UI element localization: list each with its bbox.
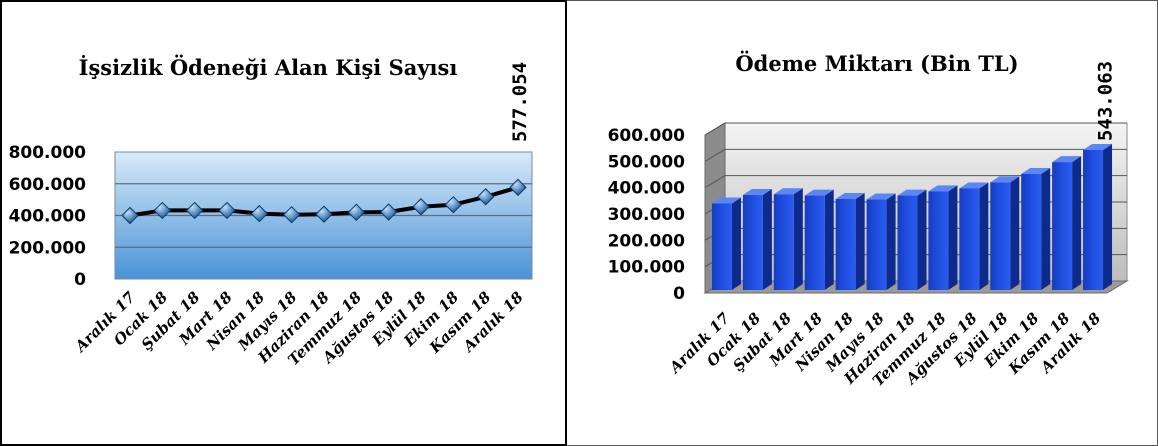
data-point: [347, 203, 366, 222]
bar-chart: Ödeme Miktarı (Bin TL) 0 100.000 200.000 300…: [608, 51, 1129, 390]
bar: [897, 195, 918, 290]
bar-top: [1083, 143, 1113, 150]
data-point: [121, 206, 139, 225]
y-tick-label: 0: [74, 270, 86, 290]
bar-top: [866, 193, 896, 200]
bar-side: [1072, 156, 1082, 290]
data-point: [315, 205, 333, 223]
y-tick-label: 400.000: [608, 179, 686, 199]
bar-side: [731, 197, 741, 290]
data-point: [250, 204, 269, 223]
bar-top: [1021, 167, 1051, 174]
gridline: [704, 122, 1127, 136]
data-point: [476, 188, 495, 206]
bar-top: [959, 182, 989, 189]
y-tick-label: 500.000: [608, 152, 686, 172]
bar-side: [793, 188, 803, 290]
bar: [990, 182, 1011, 290]
data-point: [509, 178, 527, 197]
chart-panel-left: İşsizlik Ödeneği Alan Kişi Sayısı 0 200.00…: [0, 0, 567, 446]
chart-panel-right: Ödeme Miktarı (Bin TL) 0 100.000 200.000 300…: [567, 0, 1158, 446]
y-tick-label: 600.000: [608, 126, 686, 146]
bar: [1021, 173, 1042, 290]
bar: [866, 199, 887, 290]
bar-side: [917, 189, 927, 290]
bar-top: [711, 197, 741, 204]
bar: [1052, 162, 1073, 290]
bar-top: [897, 189, 927, 196]
bar-top: [804, 189, 834, 196]
bar: [1083, 149, 1104, 290]
y-tick-label: 100.000: [608, 258, 686, 278]
data-point: [282, 205, 301, 224]
data-point: [444, 195, 463, 214]
chart-title: Ödeme Miktarı (Bin TL): [735, 51, 1018, 76]
y-tick-label: 0: [673, 284, 685, 304]
bar-top: [835, 192, 865, 199]
bar: [742, 195, 763, 290]
data-point: [218, 201, 236, 220]
line-chart: İşsizlik Ödeneği Alan Kişi Sayısı 0 200.00…: [9, 55, 533, 369]
y-tick-label: 200.000: [608, 231, 686, 251]
bar: [959, 188, 980, 290]
data-point: [185, 201, 204, 220]
data-point: [379, 203, 398, 221]
bar: [804, 195, 825, 290]
y-tick-label: 400.000: [9, 207, 87, 227]
chart-title: İşsizlik Ödeneği Alan Kişi Sayısı: [79, 55, 458, 80]
bar-top: [742, 189, 772, 196]
bar: [835, 198, 856, 290]
data-point: [153, 201, 172, 220]
bar-side: [886, 193, 896, 290]
y-tick-label: 600.000: [9, 175, 87, 195]
bar: [773, 194, 794, 290]
gridline: [704, 175, 1127, 189]
data-label: 577.054: [509, 62, 531, 142]
bar-side: [824, 189, 834, 290]
bar-top: [773, 188, 803, 195]
gridline: [704, 148, 1127, 162]
data-point: [412, 198, 430, 216]
bar-side: [948, 185, 958, 290]
data-label: 543.063: [1095, 61, 1117, 141]
y-tick-label: 200.000: [9, 238, 87, 258]
bar-side: [979, 182, 989, 290]
bar-side: [855, 192, 865, 290]
bar-top: [1052, 156, 1082, 163]
bar-side: [1041, 167, 1051, 290]
bar: [928, 191, 949, 290]
bar-top: [928, 185, 958, 192]
bar: [711, 203, 732, 290]
y-tick-label: 800.000: [9, 143, 87, 163]
bar-side: [762, 189, 772, 290]
y-tick-label: 300.000: [608, 205, 686, 225]
bar-side: [1010, 176, 1020, 290]
bar-side: [1103, 143, 1113, 290]
bar-top: [990, 176, 1020, 183]
